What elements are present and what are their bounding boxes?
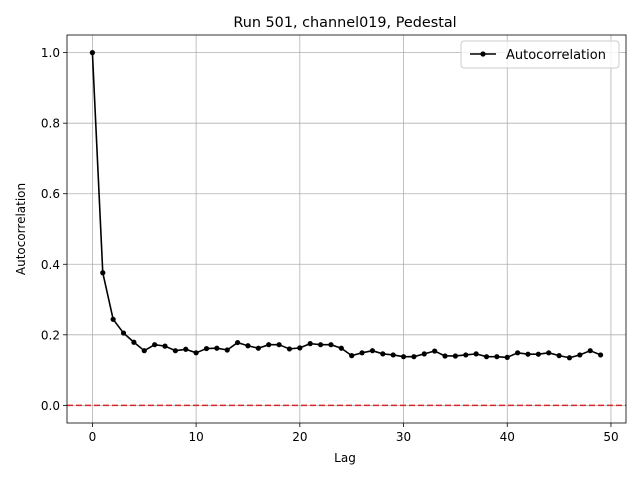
data-point	[587, 348, 593, 354]
y-tick-label: 1.0	[41, 46, 60, 60]
data-point	[421, 351, 427, 357]
data-point	[556, 353, 562, 359]
data-point	[255, 345, 261, 351]
data-point	[452, 353, 458, 359]
x-axis-ticks: 0 10 20 30 40 50	[89, 423, 619, 444]
legend: Autocorrelation	[460, 40, 620, 69]
data-point	[442, 353, 448, 359]
data-point	[162, 343, 168, 349]
legend-entry-label: Autocorrelation	[506, 48, 606, 63]
y-tick-label: 0.6	[41, 187, 60, 201]
data-point	[483, 354, 490, 360]
plot-frame	[66, 34, 627, 424]
data-point	[515, 350, 521, 356]
data-point	[338, 345, 344, 351]
data-point	[577, 352, 583, 358]
data-point	[141, 348, 147, 354]
data-point	[131, 339, 137, 345]
data-point	[276, 342, 282, 348]
data-point	[89, 50, 96, 56]
y-tick-label: 0.8	[41, 117, 60, 131]
y-tick-label: 0.0	[41, 399, 60, 413]
y-tick-label: 0.4	[41, 258, 60, 272]
data-point	[266, 342, 272, 348]
x-tick-label: 20	[292, 430, 307, 444]
y-tick-label: 0.2	[41, 328, 60, 342]
data-point	[566, 355, 573, 361]
data-point	[349, 353, 355, 359]
data-point	[120, 330, 127, 336]
legend-box	[460, 40, 620, 69]
data-point	[100, 270, 106, 276]
x-tick-label: 10	[188, 430, 203, 444]
data-point	[183, 346, 189, 352]
data-point	[317, 342, 324, 348]
data-point	[328, 342, 334, 348]
data-point	[214, 345, 220, 351]
data-point	[235, 339, 241, 346]
data-point	[525, 351, 531, 357]
data-point	[286, 346, 293, 352]
data-point	[380, 351, 386, 357]
data-point	[172, 348, 178, 354]
data-point	[359, 350, 365, 356]
data-point	[473, 351, 479, 357]
data-point	[110, 316, 116, 322]
data-point	[400, 354, 407, 360]
data-point	[369, 348, 376, 354]
data-point	[152, 342, 158, 348]
y-axis-label: Autocorrelation	[14, 183, 28, 275]
x-tick-label: 40	[500, 430, 515, 444]
data-point	[193, 350, 199, 356]
data-point	[245, 343, 251, 349]
data-point	[535, 351, 541, 357]
data-point	[307, 341, 313, 347]
data-point	[390, 352, 396, 358]
data-point	[546, 350, 552, 356]
series-group	[89, 50, 604, 361]
data-point	[411, 354, 417, 360]
legend-marker-swatch	[480, 51, 486, 57]
data-point	[494, 354, 500, 360]
data-point	[203, 345, 210, 352]
data-point	[297, 345, 303, 351]
data-point	[463, 352, 469, 358]
x-axis-label: Lag	[334, 451, 356, 465]
data-point	[224, 347, 230, 353]
data-point	[597, 352, 604, 358]
y-axis-ticks: 0.0 0.2 0.4 0.6 0.8 1.0	[41, 46, 67, 413]
chart-title: Run 501, channel019, Pedestal	[233, 15, 456, 31]
data-point	[504, 354, 510, 360]
x-tick-label: 50	[603, 430, 618, 444]
x-tick-label: 30	[396, 430, 411, 444]
data-point	[432, 348, 438, 354]
x-tick-label: 0	[89, 430, 97, 444]
